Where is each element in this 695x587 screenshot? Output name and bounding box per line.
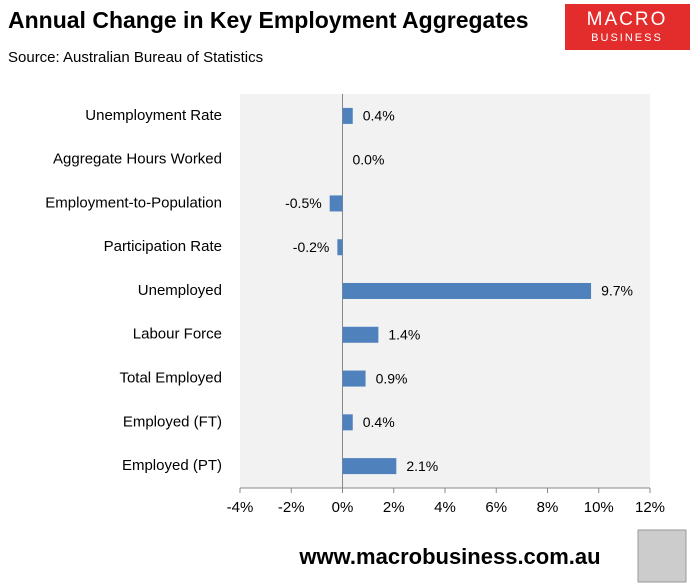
x-tick-label: 2% <box>383 499 405 516</box>
x-tick-label: -2% <box>278 499 305 516</box>
bar <box>337 239 343 256</box>
bar <box>329 195 343 212</box>
logo-text: MACRO <box>587 9 668 30</box>
x-tick-label: 12% <box>635 499 665 516</box>
value-label: 0.0% <box>353 151 385 167</box>
value-label: 0.4% <box>363 108 395 124</box>
x-tick-label: 0% <box>332 499 354 516</box>
x-tick-label: 6% <box>485 499 507 516</box>
logo-text: BUSINESS <box>591 32 663 44</box>
y-tick-label: Labour Force <box>133 326 222 343</box>
y-tick-label: Total Employed <box>119 370 222 387</box>
value-label: 1.4% <box>388 326 420 342</box>
bar <box>342 326 379 343</box>
footer: www.macrobusiness.com.au <box>298 544 600 569</box>
x-tick-label: -4% <box>227 499 254 516</box>
y-tick-label: Unemployment Rate <box>85 107 222 124</box>
y-tick-label: Unemployed <box>138 282 222 299</box>
bar <box>342 107 353 124</box>
logo-box <box>565 4 690 50</box>
bar <box>342 414 353 431</box>
bar <box>342 370 366 387</box>
x-tick-label: 4% <box>434 499 456 516</box>
value-label: 0.4% <box>363 414 395 430</box>
value-label: 9.7% <box>601 283 633 299</box>
chart-subtitle: Source: Australian Bureau of Statistics <box>8 49 263 66</box>
y-tick-label: Employment-to-Population <box>45 194 222 211</box>
x-tick-label: 10% <box>584 499 614 516</box>
logo-image <box>637 529 687 583</box>
x-tick-label: 8% <box>537 499 559 516</box>
y-tick-label: Employed (PT) <box>122 457 222 474</box>
chart-title: Annual Change in Key Employment Aggregat… <box>8 7 529 33</box>
value-label: 0.9% <box>376 370 408 386</box>
y-tick-label: Participation Rate <box>104 238 222 255</box>
value-label: 2.1% <box>406 458 438 474</box>
bar <box>342 458 397 475</box>
y-tick-label: Aggregate Hours Worked <box>53 151 222 168</box>
value-label: -0.2% <box>293 239 330 255</box>
y-tick-label: Employed (FT) <box>123 413 222 430</box>
bar <box>342 283 592 299</box>
value-label: -0.5% <box>285 195 322 211</box>
